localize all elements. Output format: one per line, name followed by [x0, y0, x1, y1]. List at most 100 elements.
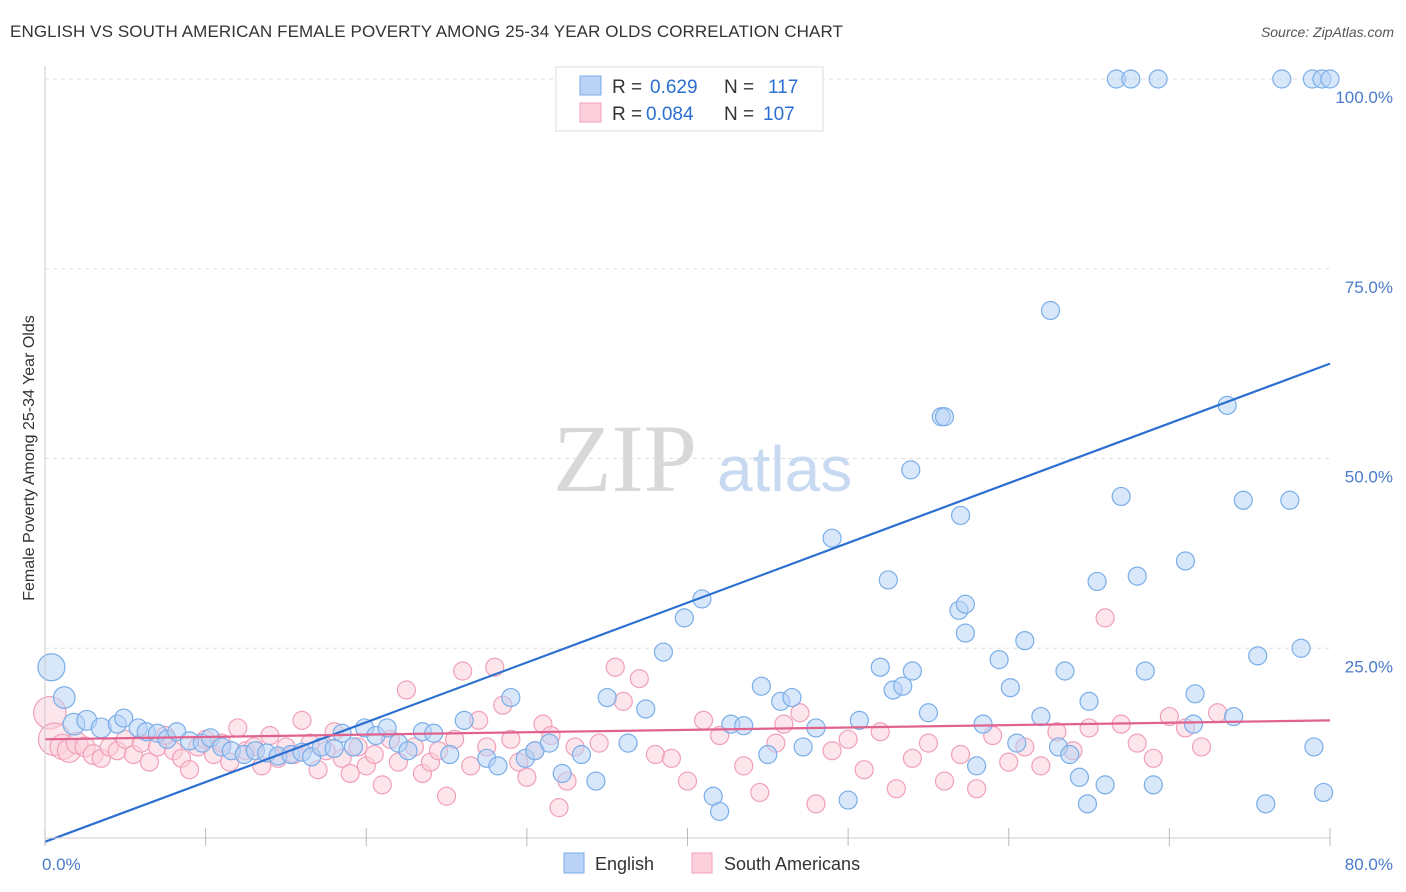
english-point: [1087, 571, 1107, 592]
english-point: [849, 710, 869, 730]
south-americans-point: [710, 725, 730, 746]
x-tick-label: 0.0%: [42, 855, 81, 874]
south-americans-point: [1207, 703, 1228, 723]
english-point: [552, 763, 572, 784]
south-americans-point: [1095, 608, 1115, 628]
english-point: [440, 744, 460, 765]
south-americans-point: [139, 752, 160, 772]
english-point: [1060, 744, 1080, 765]
legend-r-value-south-americans: 0.084: [646, 104, 694, 125]
axes: 25.0% 50.0% 75.0% 100.0% 0.0% 80.0%: [42, 66, 1393, 874]
south-americans-point: [734, 756, 754, 776]
south-americans-point: [501, 729, 521, 749]
english-point: [653, 642, 674, 662]
south-americans-point: [228, 718, 248, 738]
english-point: [1256, 794, 1276, 814]
south-americans-point: [364, 744, 384, 765]
trend-line-english: [44, 362, 1331, 843]
chart-source: Source: ZipAtlas.com: [1260, 24, 1394, 40]
english-point: [710, 801, 730, 822]
south-americans-point: [693, 710, 714, 730]
legend-n-label-south-americans: N =: [724, 104, 754, 125]
english-point: [838, 790, 858, 810]
legend-r-label-south-americans: R =: [612, 104, 642, 125]
south-americans-point: [934, 771, 955, 791]
x-tick-label: 80.0%: [1345, 855, 1393, 874]
english-point: [488, 756, 508, 776]
south-americans-point: [661, 748, 682, 768]
english-point: [343, 737, 363, 757]
english-point: [1291, 638, 1311, 658]
english-point: [782, 687, 802, 708]
english-point: [37, 653, 66, 682]
english-point: [1127, 566, 1147, 586]
south-americans-point: [838, 729, 858, 749]
english-point: [918, 703, 939, 723]
legend-n-value-south-americans: 107: [763, 104, 795, 125]
south-americans-point: [292, 710, 312, 730]
english-point: [1248, 646, 1268, 666]
english-point: [1143, 775, 1163, 795]
english-point: [1185, 684, 1205, 704]
south-americans-point: [340, 763, 360, 784]
english-point: [1069, 767, 1090, 787]
english-point: [618, 733, 638, 753]
english-point: [1095, 775, 1115, 795]
english-point: [324, 738, 344, 759]
south-americans-point: [517, 767, 537, 787]
english-point: [114, 708, 134, 728]
south-americans-point: [854, 760, 874, 780]
south-americans-point: [806, 794, 826, 814]
watermark-zip: ZIP: [553, 405, 697, 512]
south-americans-point: [461, 756, 481, 776]
english-point: [1313, 782, 1334, 803]
south-americans-point: [453, 661, 473, 681]
south-americans-point: [967, 779, 987, 799]
south-americans-point: [179, 760, 200, 780]
english-point: [571, 744, 592, 765]
english-point: [1055, 661, 1075, 681]
english-point: [1040, 300, 1061, 321]
english-point: [454, 710, 474, 730]
watermark-atlas: atlas: [717, 433, 852, 505]
watermark: ZIP atlas: [553, 405, 852, 512]
english-point: [1135, 661, 1155, 681]
legend-swatch-south-americans: [579, 102, 602, 123]
south-americans-point: [372, 775, 392, 795]
south-americans-point: [629, 669, 649, 689]
legend-n-label-english: N =: [724, 77, 754, 98]
south-americans-point: [677, 771, 698, 791]
english-point: [539, 733, 559, 753]
english-point: [597, 687, 617, 708]
south-americans-point: [790, 703, 810, 723]
english-point: [734, 716, 754, 736]
english-point: [950, 505, 971, 526]
bottom-legend: English South Americans: [563, 852, 860, 874]
legend-swatch-english: [579, 75, 602, 96]
south-americans-point: [1159, 706, 1179, 727]
english-point: [1077, 794, 1098, 814]
series-english: [37, 69, 1340, 822]
english-point: [674, 608, 694, 628]
english-point: [1272, 69, 1292, 89]
english-point: [377, 718, 397, 738]
south-americans-point: [918, 733, 939, 753]
english-point: [90, 717, 112, 739]
south-americans-point: [750, 782, 770, 803]
english-point: [1320, 69, 1340, 89]
south-americans-point: [396, 680, 417, 700]
stats-legend: R = 0.629 N = 117 R = 0.084 N = 107: [555, 66, 824, 132]
english-point: [1111, 486, 1131, 507]
english-point: [1148, 69, 1168, 89]
trend-line-south-americans: [44, 719, 1331, 741]
english-point: [1079, 691, 1099, 711]
south-americans-point: [589, 733, 609, 753]
english-point: [1015, 631, 1035, 651]
trend-lines: [44, 362, 1331, 843]
legend-r-label-english: R =: [612, 77, 642, 98]
bottom-legend-swatch-english: [563, 852, 585, 874]
south-americans-point: [870, 722, 890, 742]
english-point: [1233, 490, 1253, 510]
legend-r-value-english: 0.629: [650, 77, 698, 98]
